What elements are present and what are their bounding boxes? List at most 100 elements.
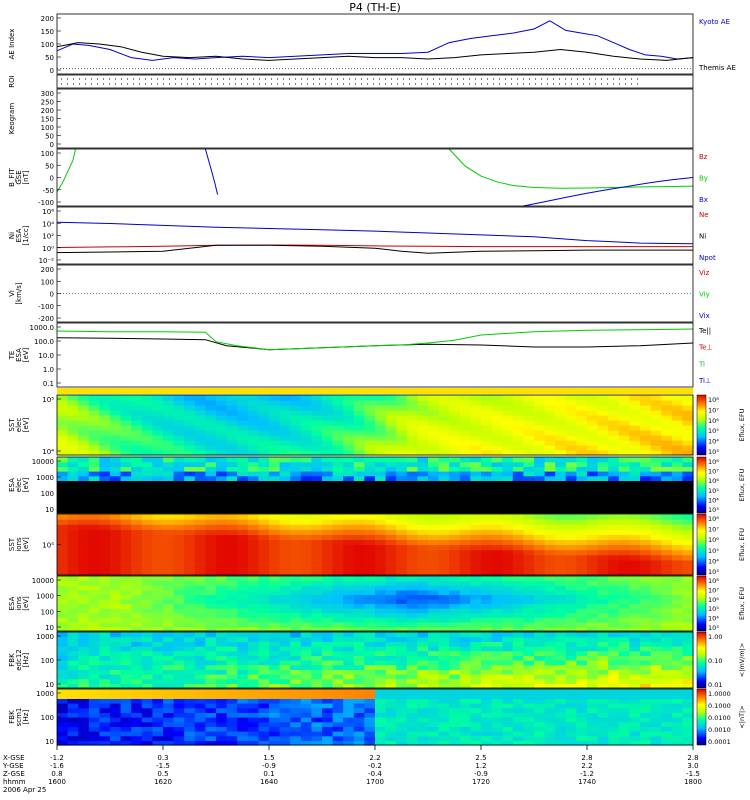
ytick-bfit: -50 — [43, 187, 54, 195]
ytick-bfit: 100 — [41, 150, 54, 158]
ytick-velocity: -200 — [38, 315, 54, 323]
xaxis-value: 1600 — [48, 778, 66, 786]
ytick-ae: 150 — [41, 28, 54, 36]
series-line-density-0 — [57, 245, 693, 248]
colorbar-tick-esa_ele: 10⁵ — [708, 487, 719, 495]
ytick-temperature: 10.0 — [38, 352, 54, 360]
ytick-velocity: -100 — [38, 303, 54, 311]
colorbar-label-fbk_b: <|nT|> — [738, 705, 746, 728]
colorbar-label-fbk_e: <|mV/m|> — [738, 643, 746, 678]
ytick-keogram: 200 — [41, 107, 54, 115]
ytick-velocity: 100 — [41, 278, 54, 286]
colorbar-esa_ion — [697, 576, 706, 631]
colorbar-fbk_e — [697, 632, 706, 688]
xaxis-row-label: X-GSE — [3, 754, 25, 762]
colorbar-tick-fbk_b: 1.0000 — [708, 690, 731, 698]
colorbar-tick-esa_ion: 10⁵ — [708, 605, 719, 613]
xaxis-value: -0.9 — [474, 770, 488, 778]
xaxis-row-label: hhmm — [3, 778, 26, 786]
series-line-density-2 — [57, 222, 693, 244]
colorbar-tick-esa_ele: 10⁶ — [708, 477, 719, 485]
series-line-bfit-1 — [57, 149, 693, 192]
legend-velocity-0: Viz — [699, 269, 710, 277]
ytick-fbk_b: 10 — [45, 738, 54, 746]
ytick-fbk_b: 100 — [41, 714, 54, 722]
ytick-velocity: 200 — [41, 266, 54, 274]
ytick-fbk_e: 10 — [45, 681, 54, 689]
colorbar-tick-esa_ele: 10⁴ — [708, 496, 719, 504]
ytick-ae: 100 — [41, 41, 54, 49]
ytick-density: 10⁻² — [39, 257, 55, 265]
colorbar-tick-fbk_b: 0.0100 — [708, 714, 731, 722]
colorbar-tick-sst_ele: 10⁷ — [708, 406, 719, 414]
xaxis-value: 2.8 — [581, 754, 592, 762]
xaxis-value: -1.6 — [50, 762, 64, 770]
colorbar-tick-esa_ion: 10⁸ — [708, 577, 719, 585]
spectrogram-esa_ion — [57, 576, 694, 632]
colorbar-esa_ele — [697, 457, 706, 513]
xaxis-value: 0.1 — [263, 770, 274, 778]
legend-bfit-0: Bz — [699, 153, 708, 161]
legend-temperature-2: Ti — [698, 360, 705, 368]
ytick-temperature: 1000.0 — [30, 324, 55, 332]
spectrogram-fbk_e — [57, 632, 694, 689]
legend-density-2: Npot — [699, 254, 716, 262]
ylabel-fbk_e-2: [Hz] — [22, 653, 30, 668]
colorbar-tick-fbk_e: 0.10 — [708, 657, 722, 665]
ylabel-keogram-0: Keogram — [8, 103, 16, 134]
legend-ae-0: Kyoto AE — [699, 18, 730, 26]
xaxis-value: 2.2 — [369, 754, 380, 762]
colorbar-fbk_b — [697, 689, 706, 745]
colorbar-tick-fbk_e: 0.01 — [708, 681, 722, 689]
spectrogram-sst_ion — [57, 514, 694, 576]
colorbar-sst_ele — [697, 395, 706, 455]
series-line-temperature-0 — [57, 338, 693, 350]
colorbar-tick-sst_ion: 10⁵ — [708, 547, 719, 555]
xaxis-value: 2.8 — [687, 754, 698, 762]
colorbar-tick-sst_ion: 10⁸ — [708, 515, 719, 523]
ylabel-temperature-2: [eV] — [22, 347, 30, 362]
x-axis-annotation: X-GSE -1.2 0.3 1.5 2.2 2.5 2.8 2.8Y-GSE -1.6 -1.5… — [2, 745, 702, 794]
xaxis-row-label: Z-GSE — [3, 770, 25, 778]
ytick-velocity: 0 — [50, 291, 54, 299]
ytick-density: 10⁴ — [42, 220, 54, 228]
ytick-sst_ele: 10⁵ — [42, 396, 54, 404]
series-line-ae-1 — [57, 43, 693, 61]
colorbar-tick-sst_ion: 10⁴ — [708, 557, 719, 565]
colorbar-label-sst_ele: Eflux, EFU — [738, 408, 746, 441]
series-line-bfit-2 — [205, 149, 693, 206]
frame-density — [57, 207, 693, 264]
plot-title: P4 (TH-E) — [349, 1, 401, 14]
frame-temperature — [57, 323, 693, 387]
ytick-temperature: 100.0 — [34, 338, 54, 346]
colorbar-tick-sst_ele: 10⁵ — [708, 427, 719, 435]
ytick-fbk_b: 1000 — [36, 690, 54, 698]
ytick-esa_ele: 10000 — [32, 458, 54, 466]
colorbar-tick-esa_ele: 10⁸ — [708, 458, 719, 466]
ytick-esa_ion: 100 — [41, 608, 54, 616]
colorbar-sst_ion — [697, 514, 706, 575]
ytick-keogram: 100 — [41, 124, 54, 132]
legend-temperature-1: Te⊥ — [698, 344, 713, 352]
ytick-sst_ion: 10⁵ — [42, 542, 54, 550]
ytick-keogram: 250 — [41, 99, 54, 107]
xaxis-value: 1740 — [578, 778, 596, 786]
colorbar-label-esa_ele: Eflux, EFU — [738, 468, 746, 501]
colorbar-tick-sst_ion: 10⁶ — [708, 536, 719, 544]
ytick-esa_ele: 1000 — [36, 474, 54, 482]
ytick-density: 10⁰ — [42, 245, 54, 253]
ylabel-ae-0: AE Index — [8, 29, 16, 60]
frame-bfit — [57, 149, 693, 206]
ylabel-esa_ele-2: [eV] — [22, 477, 30, 492]
colorbar-label-esa_ion: Eflux, EFU — [738, 587, 746, 620]
xaxis-value: 1800 — [684, 778, 702, 786]
ytick-esa_ion: 10000 — [32, 577, 54, 585]
frame-ae — [57, 14, 693, 74]
colorbar-tick-sst_ele: 10⁴ — [708, 438, 719, 446]
colorbar-tick-fbk_e: 1.00 — [708, 633, 722, 641]
ylabel-esa_ion-2: [eV] — [22, 596, 30, 611]
legend-bfit-2: Bx — [699, 196, 708, 204]
colorbar-tick-sst_ion: 10³ — [708, 568, 719, 576]
xaxis-value: -1.2 — [50, 754, 64, 762]
xaxis-value: -0.4 — [368, 770, 382, 778]
